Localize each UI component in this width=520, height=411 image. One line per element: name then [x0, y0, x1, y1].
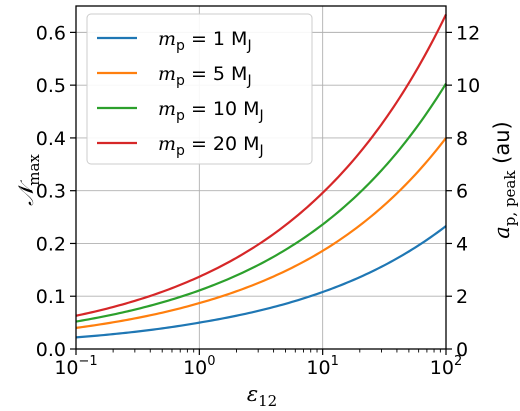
y-tick-label: 0.6 [36, 22, 66, 44]
right-tick-label: 6 [456, 181, 468, 203]
x-tick-label: 102 [430, 354, 462, 379]
x-axis-label: ε12 [247, 382, 277, 410]
series-line-20 [75, 13, 447, 317]
legend-entry: mp = 1 MJ [158, 28, 252, 54]
right-tick-label: 0 [456, 339, 468, 361]
y-tick-label: 0.3 [36, 181, 66, 203]
y-axis-left-label: 𝒩max [14, 154, 43, 206]
right-tick-label: 8 [456, 128, 468, 150]
ticks: 0.0 0.1 0.2 0.3 0.4 0.5 0.6 0 2 4 6 8 10 12 10−1 100 101… [36, 22, 480, 379]
legend: mp = 1 MJ mp = 5 MJ mp = 10 MJ mp = 20 MJ [86, 13, 313, 165]
y-tick-label: 0.4 [36, 128, 66, 150]
legend-box [86, 13, 313, 165]
svg-text:ap, peak (au): ap, peak (au) [490, 121, 519, 238]
legend-entry: mp = 5 MJ [158, 63, 252, 89]
x-axis-label-sub: 12 [258, 392, 277, 410]
series-line-10 [75, 82, 447, 323]
x-tick-label: 101 [306, 354, 338, 379]
legend-entry: mp = 20 MJ [158, 133, 264, 159]
x-tick-label: 100 [183, 354, 215, 379]
legend-entry: mp = 10 MJ [158, 98, 264, 124]
series-lines [75, 13, 447, 339]
y-tick-label: 0.0 [36, 339, 66, 361]
right-tick-label: 12 [456, 22, 480, 44]
right-tick-label: 10 [456, 75, 480, 97]
y-axis-right-label: ap, peak (au) [490, 121, 519, 238]
x-tick-label: 10−1 [54, 354, 97, 379]
y-tick-label: 0.1 [36, 286, 66, 308]
plot-frame [75, 5, 447, 350]
series-line-1 [75, 225, 447, 339]
y-tick-label: 0.2 [36, 233, 66, 255]
series-line-5 [75, 137, 447, 329]
svg-text:𝒩max: 𝒩max [14, 154, 43, 206]
right-tick-label: 4 [456, 233, 468, 255]
y-tick-label: 0.5 [36, 75, 66, 97]
right-tick-label: 2 [456, 286, 468, 308]
